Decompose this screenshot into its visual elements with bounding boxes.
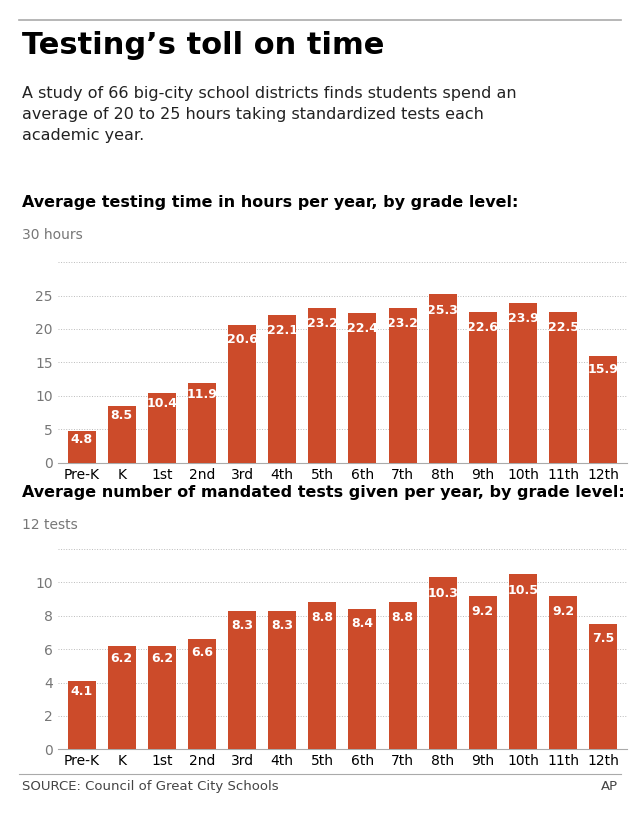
Bar (68, 431, 96, 463)
Text: 23.2: 23.2 (387, 317, 418, 330)
Text: 10.4: 10.4 (147, 397, 177, 410)
Text: 8.5: 8.5 (111, 410, 133, 423)
Text: 20.6: 20.6 (227, 333, 257, 346)
Text: Average number of mandated tests given per year, by grade level:: Average number of mandated tests given p… (22, 485, 625, 500)
Text: 8.4: 8.4 (351, 618, 374, 631)
Bar (148, 645, 176, 749)
Bar (268, 611, 296, 749)
Text: 8.8: 8.8 (311, 611, 333, 624)
Bar (268, 315, 296, 463)
Bar (509, 574, 537, 749)
Bar (509, 303, 537, 463)
Bar (388, 602, 417, 749)
Text: 7.5: 7.5 (592, 631, 614, 645)
Bar (388, 308, 417, 463)
Text: 10.5: 10.5 (508, 584, 538, 597)
Text: 22.4: 22.4 (347, 322, 378, 335)
Text: 22.5: 22.5 (547, 321, 579, 334)
Bar (308, 602, 337, 749)
Text: A study of 66 big-city school districts finds students spend an
average of 20 to: A study of 66 big-city school districts … (22, 86, 517, 143)
Text: AP: AP (600, 780, 618, 793)
Text: 8.3: 8.3 (271, 619, 293, 632)
Text: SOURCE: Council of Great City Schools: SOURCE: Council of Great City Schools (22, 780, 279, 793)
Text: 25.3: 25.3 (428, 304, 458, 317)
Bar (468, 595, 497, 749)
Bar (228, 611, 256, 749)
Bar (348, 609, 376, 749)
Text: 22.1: 22.1 (267, 324, 298, 337)
Bar (549, 312, 577, 463)
Bar (188, 639, 216, 749)
Text: 11.9: 11.9 (187, 388, 218, 401)
Text: 4.8: 4.8 (70, 432, 93, 446)
Text: 30 hours: 30 hours (22, 228, 83, 242)
Bar (228, 325, 256, 463)
Text: 22.6: 22.6 (467, 321, 498, 333)
Bar (549, 595, 577, 749)
Text: 6.2: 6.2 (151, 652, 173, 665)
Bar (108, 406, 136, 463)
Text: 9.2: 9.2 (472, 604, 494, 618)
Bar (429, 293, 457, 463)
Bar (308, 308, 337, 463)
Bar (589, 356, 617, 463)
Text: 15.9: 15.9 (588, 363, 619, 376)
Text: Testing’s toll on time: Testing’s toll on time (22, 31, 385, 60)
Bar (188, 383, 216, 463)
Bar (108, 645, 136, 749)
Text: 23.9: 23.9 (508, 313, 538, 325)
Text: 12 tests: 12 tests (22, 518, 78, 532)
Bar (589, 624, 617, 749)
Text: 6.2: 6.2 (111, 652, 133, 665)
Text: 8.3: 8.3 (231, 619, 253, 632)
Text: 6.6: 6.6 (191, 645, 213, 658)
Bar (148, 393, 176, 463)
Bar (68, 681, 96, 749)
Text: 9.2: 9.2 (552, 604, 574, 618)
Text: 10.3: 10.3 (428, 587, 458, 600)
Text: 8.8: 8.8 (392, 611, 413, 624)
Bar (468, 311, 497, 463)
Bar (429, 577, 457, 749)
Text: 23.2: 23.2 (307, 317, 338, 330)
Bar (348, 313, 376, 463)
Text: Average testing time in hours per year, by grade level:: Average testing time in hours per year, … (22, 195, 519, 210)
Text: 4.1: 4.1 (70, 685, 93, 698)
